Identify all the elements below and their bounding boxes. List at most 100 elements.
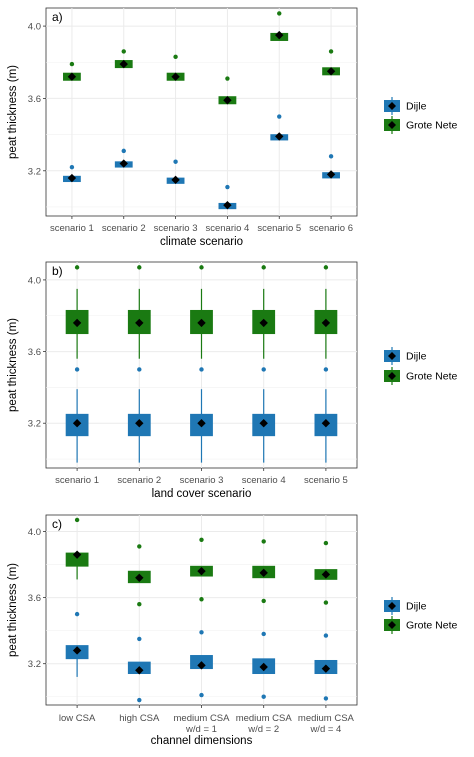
- outlier-point: [137, 265, 142, 270]
- y-tick-label: 4.0: [28, 22, 41, 33]
- panel-label: a): [52, 10, 63, 24]
- y-tick-label: 3.2: [28, 166, 41, 177]
- outlier-point: [199, 367, 204, 372]
- mean-marker: [223, 200, 232, 210]
- legend-item: Dijle: [384, 347, 427, 365]
- plot-area: [45, 7, 358, 217]
- mean-marker: [326, 170, 336, 179]
- legend-label: Grote Nete: [406, 620, 458, 632]
- outlier-point: [199, 630, 204, 635]
- legend-item: Dijle: [384, 597, 427, 615]
- mean-marker: [119, 159, 128, 168]
- y-tick-label: 4.0: [28, 275, 41, 286]
- mean-marker: [135, 419, 144, 428]
- x-tick-label-line: medium CSA: [298, 713, 355, 724]
- outlier-point: [137, 602, 142, 607]
- outlier-point: [323, 600, 329, 605]
- x-tick-label-line: scenario 5: [304, 475, 348, 486]
- legend-item: Dijle: [384, 97, 427, 115]
- outlier-point: [261, 539, 266, 544]
- y-tick-label: 3.6: [28, 94, 41, 105]
- outlier-point: [323, 540, 329, 546]
- outlier-point: [69, 61, 75, 67]
- mean-marker: [259, 568, 268, 578]
- x-tick-label-line: scenario 1: [50, 223, 94, 234]
- y-tick-label: 3.6: [28, 593, 41, 604]
- x-tick-label-line: medium CSA: [174, 713, 231, 724]
- x-tick-label-line: low CSA: [59, 713, 96, 724]
- x-tick-label-line: w/d = 4: [309, 724, 341, 735]
- y-axis-title: peat thickness (m): [7, 563, 19, 657]
- y-tick-label: 3.2: [28, 419, 41, 430]
- legend-label: Dijle: [406, 101, 427, 113]
- legend-label: Dijle: [406, 601, 427, 613]
- legend-mean-marker: [388, 621, 396, 629]
- outlier-point: [137, 544, 142, 549]
- outlier-point: [323, 696, 329, 701]
- outlier-point: [225, 184, 230, 190]
- legend-label: Grote Nete: [406, 371, 458, 383]
- mean-marker: [72, 419, 82, 428]
- x-tick-label-line: scenario 4: [205, 223, 249, 234]
- mean-marker: [197, 419, 206, 428]
- x-axis-title: climate scenario: [160, 236, 243, 248]
- legend-mean-marker: [388, 121, 396, 129]
- legend-mean-marker: [388, 352, 396, 360]
- outlier-point: [261, 631, 266, 637]
- mean-marker: [259, 419, 268, 428]
- mean-marker: [67, 72, 77, 81]
- legend-mean-marker: [388, 372, 396, 380]
- x-tick-label: medium CSA w/d = 2: [236, 713, 293, 735]
- outlier-point: [323, 633, 329, 638]
- outlier-point: [74, 611, 80, 617]
- x-axis-title: land cover scenario: [152, 488, 252, 500]
- x-tick-label-line: scenario 1: [55, 475, 99, 486]
- panel-1: 3.2 3.6 4.0 scenario 1 scenario 2 scenario 3 s…: [7, 7, 458, 248]
- mean-marker: [135, 573, 144, 582]
- outlier-point: [74, 517, 80, 523]
- mean-marker: [197, 566, 206, 576]
- y-tick-label: 4.0: [28, 527, 41, 538]
- legend-label: Grote Nete: [406, 120, 458, 132]
- x-tick-label: scenario 1: [50, 223, 94, 234]
- x-tick-label: scenario 6: [309, 223, 353, 234]
- x-tick-label: scenario 4: [205, 223, 249, 234]
- mean-marker: [197, 318, 206, 328]
- x-tick-label-line: scenario 2: [102, 223, 146, 234]
- y-tick-label: 3.6: [28, 347, 41, 358]
- mean-marker: [72, 646, 82, 655]
- y-tick-label: 3.2: [28, 659, 41, 670]
- outlier-point: [323, 367, 329, 372]
- outlier-point: [225, 76, 230, 81]
- x-tick-label: medium CSA w/d = 1: [174, 713, 231, 735]
- outlier-point: [199, 265, 204, 270]
- x-axis-title: channel dimensions: [151, 735, 253, 747]
- mean-marker: [72, 550, 82, 559]
- x-tick-label: scenario 5: [304, 475, 348, 486]
- outlier-point: [173, 54, 178, 60]
- x-tick-label: scenario 5: [257, 223, 301, 234]
- panel-2: 3.2 3.6 4.0 scenario 1 scenario 2 scenario 3 s…: [7, 261, 458, 500]
- x-tick-label-line: scenario 5: [257, 223, 301, 234]
- mean-marker: [197, 661, 206, 670]
- mean-marker: [72, 318, 82, 328]
- x-tick-label-line: medium CSA: [236, 713, 293, 724]
- legend-item: Grote Nete: [384, 116, 458, 134]
- mean-marker: [321, 570, 331, 579]
- legend-mean-marker: [388, 102, 396, 110]
- outlier-point: [173, 159, 178, 164]
- outlier-point: [323, 265, 329, 270]
- x-tick-label: scenario 4: [242, 475, 286, 486]
- outlier-point: [261, 367, 266, 372]
- outlier-point: [121, 49, 126, 54]
- panel-label: b): [52, 264, 63, 278]
- outlier-point: [199, 597, 204, 602]
- outlier-point: [137, 697, 142, 703]
- legend-mean-marker: [388, 602, 396, 610]
- outlier-point: [137, 367, 142, 372]
- x-tick-label-line: scenario 3: [154, 223, 198, 234]
- x-tick-label-line: w/d = 1: [185, 724, 217, 735]
- legend-label: Dijle: [406, 351, 427, 363]
- x-tick-label: high CSA: [119, 713, 160, 724]
